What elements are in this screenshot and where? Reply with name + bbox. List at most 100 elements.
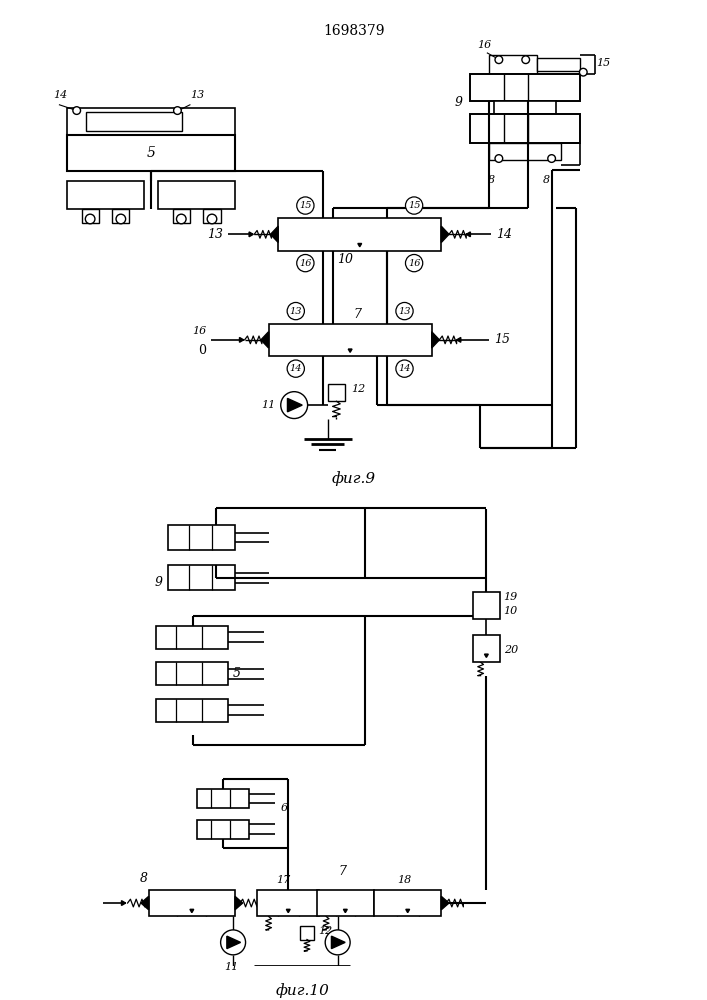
Bar <box>156 662 228 685</box>
Bar <box>317 890 374 916</box>
Text: 20: 20 <box>503 645 518 655</box>
Polygon shape <box>457 337 461 342</box>
Circle shape <box>174 107 181 114</box>
Bar <box>489 55 537 74</box>
Text: 13: 13 <box>207 228 223 241</box>
Polygon shape <box>441 226 449 242</box>
Bar <box>328 384 345 401</box>
Circle shape <box>287 302 305 320</box>
Text: 16: 16 <box>477 40 491 50</box>
Circle shape <box>207 214 217 224</box>
Bar <box>158 181 235 209</box>
Text: 5: 5 <box>233 667 241 680</box>
Circle shape <box>116 214 126 224</box>
Bar <box>67 135 235 171</box>
Bar <box>81 209 99 223</box>
Text: 9: 9 <box>155 576 163 589</box>
Bar <box>470 74 580 101</box>
Circle shape <box>548 155 556 162</box>
Text: 0: 0 <box>198 344 206 357</box>
Text: 14: 14 <box>496 228 512 241</box>
Circle shape <box>406 254 423 272</box>
Polygon shape <box>190 909 194 913</box>
Bar <box>269 324 432 356</box>
Circle shape <box>297 197 314 214</box>
Polygon shape <box>349 349 352 352</box>
Bar <box>67 181 144 209</box>
Bar <box>537 58 580 71</box>
Text: 17: 17 <box>276 875 291 885</box>
Polygon shape <box>271 226 278 242</box>
Polygon shape <box>286 909 290 913</box>
Polygon shape <box>358 243 362 247</box>
Text: 15: 15 <box>408 201 421 210</box>
Text: 1698379: 1698379 <box>323 24 385 38</box>
Circle shape <box>297 254 314 272</box>
Text: 13: 13 <box>398 307 411 316</box>
Text: 11: 11 <box>224 962 238 972</box>
Text: 10: 10 <box>503 606 518 616</box>
Polygon shape <box>406 909 409 913</box>
Polygon shape <box>249 232 253 237</box>
Text: 13: 13 <box>290 307 302 316</box>
Text: 15: 15 <box>299 201 312 210</box>
Text: 5: 5 <box>147 146 156 160</box>
Bar <box>67 108 235 135</box>
Bar <box>173 209 190 223</box>
Text: 12: 12 <box>351 384 365 394</box>
Bar <box>156 626 228 649</box>
Circle shape <box>287 360 305 377</box>
Text: 16: 16 <box>192 326 206 336</box>
Polygon shape <box>261 332 269 348</box>
Bar <box>489 143 561 160</box>
Bar <box>257 890 320 916</box>
Circle shape <box>406 197 423 214</box>
Text: 14: 14 <box>53 90 67 100</box>
Bar <box>300 926 314 940</box>
Circle shape <box>580 68 587 76</box>
Bar <box>374 890 441 916</box>
Bar <box>473 635 500 662</box>
Text: фиг.10: фиг.10 <box>275 983 329 998</box>
Text: 15: 15 <box>597 58 611 68</box>
Text: 8: 8 <box>543 175 550 185</box>
Text: 14: 14 <box>290 364 302 373</box>
Circle shape <box>396 302 413 320</box>
Text: 8: 8 <box>488 175 495 185</box>
Circle shape <box>221 930 245 955</box>
Text: 14: 14 <box>398 364 411 373</box>
Bar <box>197 820 250 839</box>
Polygon shape <box>141 896 148 910</box>
Bar <box>278 218 441 251</box>
Text: 15: 15 <box>494 333 510 346</box>
Circle shape <box>495 155 503 162</box>
Polygon shape <box>466 232 470 237</box>
Bar <box>470 114 580 143</box>
Text: 9: 9 <box>455 96 462 109</box>
Polygon shape <box>344 909 347 913</box>
Bar <box>156 699 228 722</box>
Circle shape <box>522 56 530 64</box>
Polygon shape <box>332 936 345 949</box>
Text: 11: 11 <box>261 400 275 410</box>
Bar <box>197 789 250 808</box>
Text: 12: 12 <box>318 926 333 936</box>
Circle shape <box>325 930 350 955</box>
Polygon shape <box>240 337 244 342</box>
Text: 18: 18 <box>398 875 412 885</box>
Polygon shape <box>441 896 449 910</box>
Text: 16: 16 <box>299 259 312 268</box>
Text: 10: 10 <box>337 253 354 266</box>
Bar <box>473 592 500 619</box>
Bar <box>168 565 235 590</box>
Polygon shape <box>432 332 439 348</box>
Text: 13: 13 <box>190 90 204 100</box>
Polygon shape <box>122 901 126 905</box>
Text: 8: 8 <box>140 872 148 885</box>
Circle shape <box>73 107 81 114</box>
Circle shape <box>177 214 186 224</box>
Polygon shape <box>227 936 240 949</box>
Bar <box>112 209 129 223</box>
Text: 7: 7 <box>354 308 362 321</box>
Bar <box>168 525 235 550</box>
